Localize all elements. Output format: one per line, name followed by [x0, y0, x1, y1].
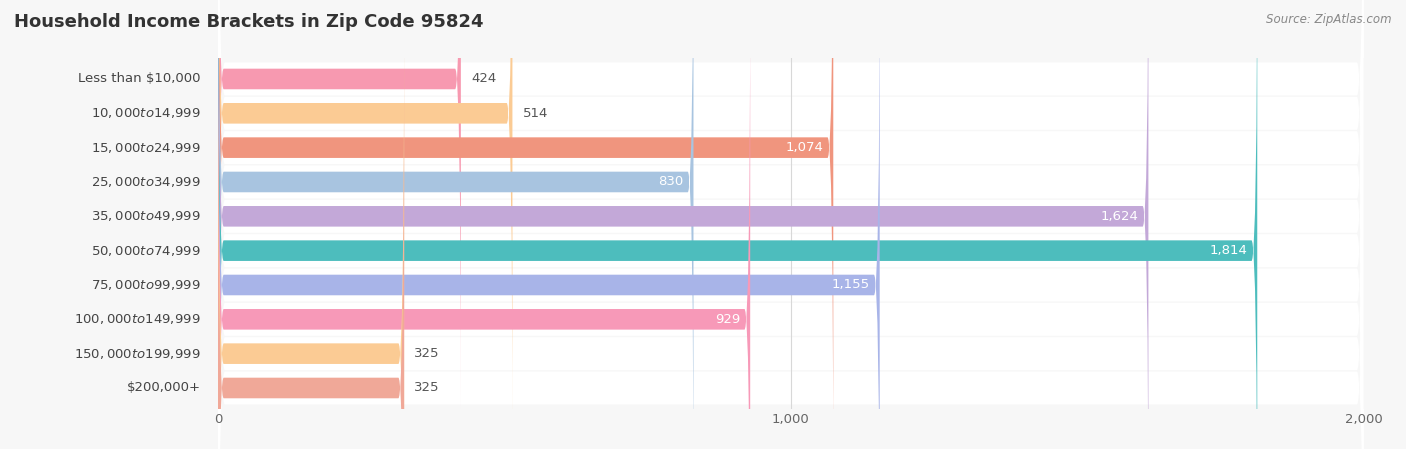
Text: 1,074: 1,074: [785, 141, 823, 154]
Text: $150,000 to $199,999: $150,000 to $199,999: [75, 347, 201, 361]
Text: 929: 929: [714, 313, 740, 326]
Text: Source: ZipAtlas.com: Source: ZipAtlas.com: [1267, 13, 1392, 26]
FancyBboxPatch shape: [218, 55, 404, 449]
FancyBboxPatch shape: [218, 0, 1364, 449]
Text: $35,000 to $49,999: $35,000 to $49,999: [91, 209, 201, 223]
FancyBboxPatch shape: [218, 0, 1257, 449]
FancyBboxPatch shape: [218, 0, 1364, 449]
FancyBboxPatch shape: [218, 0, 461, 412]
Text: 424: 424: [471, 72, 496, 85]
FancyBboxPatch shape: [218, 0, 1364, 449]
Text: Household Income Brackets in Zip Code 95824: Household Income Brackets in Zip Code 95…: [14, 13, 484, 31]
Text: $50,000 to $74,999: $50,000 to $74,999: [91, 244, 201, 258]
FancyBboxPatch shape: [218, 0, 1364, 449]
Text: 325: 325: [415, 382, 440, 395]
FancyBboxPatch shape: [218, 0, 1364, 449]
Text: 1,624: 1,624: [1101, 210, 1137, 223]
FancyBboxPatch shape: [218, 0, 1364, 449]
Text: Less than $10,000: Less than $10,000: [79, 72, 201, 85]
Text: $100,000 to $149,999: $100,000 to $149,999: [75, 313, 201, 326]
Text: 325: 325: [415, 347, 440, 360]
Text: 1,814: 1,814: [1209, 244, 1247, 257]
FancyBboxPatch shape: [218, 0, 751, 449]
FancyBboxPatch shape: [218, 0, 693, 449]
Text: 514: 514: [523, 107, 548, 120]
Text: $200,000+: $200,000+: [127, 382, 201, 395]
FancyBboxPatch shape: [218, 0, 834, 449]
Text: $25,000 to $34,999: $25,000 to $34,999: [91, 175, 201, 189]
Text: $15,000 to $24,999: $15,000 to $24,999: [91, 141, 201, 154]
Text: 830: 830: [658, 176, 683, 189]
FancyBboxPatch shape: [218, 0, 1364, 449]
Text: $10,000 to $14,999: $10,000 to $14,999: [91, 106, 201, 120]
FancyBboxPatch shape: [218, 0, 1364, 449]
Text: 1,155: 1,155: [831, 278, 869, 291]
FancyBboxPatch shape: [218, 0, 880, 449]
Text: $75,000 to $99,999: $75,000 to $99,999: [91, 278, 201, 292]
FancyBboxPatch shape: [218, 0, 1364, 449]
FancyBboxPatch shape: [218, 21, 404, 449]
FancyBboxPatch shape: [218, 0, 1149, 449]
FancyBboxPatch shape: [218, 0, 1364, 449]
FancyBboxPatch shape: [218, 0, 512, 446]
